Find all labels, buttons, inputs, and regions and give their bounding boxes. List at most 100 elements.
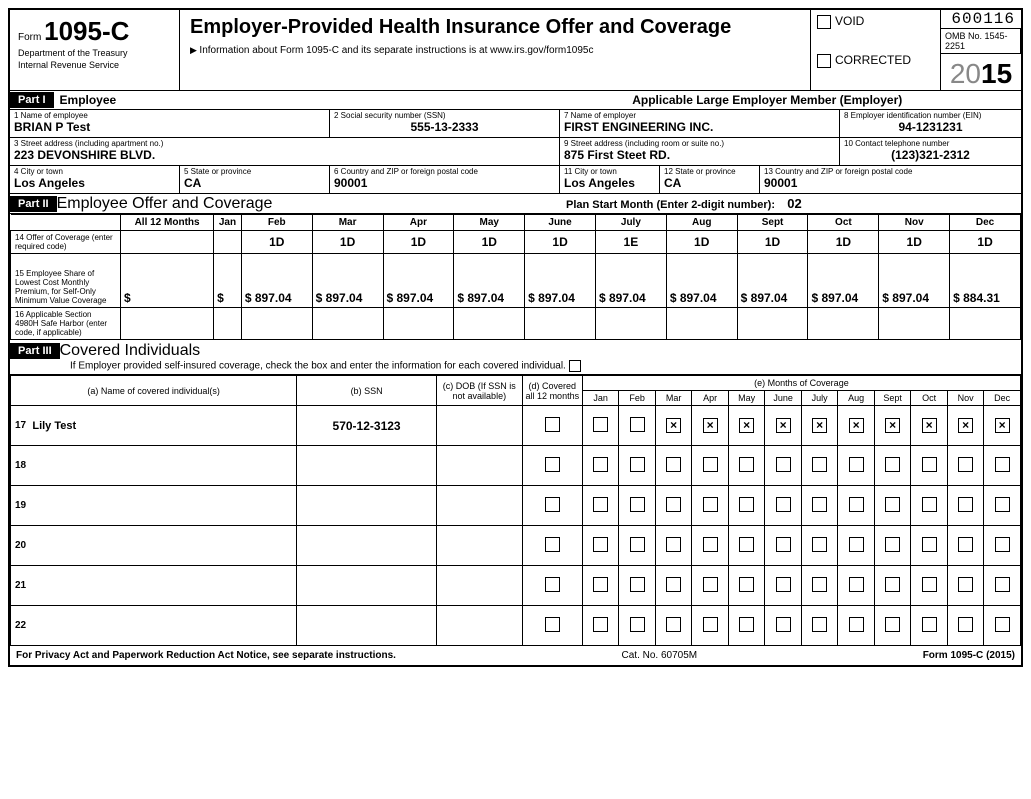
p2-cell: $ 897.04	[454, 254, 525, 308]
month-checkbox[interactable]	[849, 577, 864, 592]
month-checkbox[interactable]	[995, 497, 1010, 512]
month-checkbox[interactable]	[958, 497, 973, 512]
month-checkbox[interactable]: ×	[703, 418, 718, 433]
p3-month-hdr: Feb	[619, 391, 656, 406]
month-checkbox[interactable]	[703, 537, 718, 552]
month-checkbox[interactable]	[922, 497, 937, 512]
all12-checkbox[interactable]	[545, 577, 560, 592]
month-checkbox[interactable]	[739, 457, 754, 472]
month-checkbox[interactable]	[703, 457, 718, 472]
month-checkbox[interactable]	[885, 577, 900, 592]
month-checkbox[interactable]	[776, 497, 791, 512]
covered-dob	[436, 406, 522, 446]
void-checkbox[interactable]	[817, 15, 831, 29]
f3-value: 223 DEVONSHIRE BLVD.	[14, 148, 555, 162]
month-checkbox[interactable]	[995, 577, 1010, 592]
month-checkbox[interactable]	[995, 537, 1010, 552]
part3-title: Covered Individuals	[60, 342, 201, 360]
all12-checkbox[interactable]	[545, 537, 560, 552]
month-checkbox[interactable]	[849, 457, 864, 472]
header-mid: Employer-Provided Health Insurance Offer…	[180, 10, 811, 90]
month-checkbox[interactable]	[958, 457, 973, 472]
month-checkbox[interactable]	[630, 417, 645, 432]
month-checkbox[interactable]	[776, 617, 791, 632]
p3-month-hdr: May	[728, 391, 765, 406]
form-subtitle: Information about Form 1095-C and its se…	[190, 45, 800, 56]
month-checkbox[interactable]	[885, 457, 900, 472]
month-checkbox[interactable]: ×	[739, 418, 754, 433]
month-checkbox[interactable]	[812, 497, 827, 512]
month-checkbox[interactable]	[849, 497, 864, 512]
month-checkbox[interactable]	[776, 577, 791, 592]
month-checkbox[interactable]	[593, 537, 608, 552]
month-checkbox[interactable]	[922, 537, 937, 552]
month-checkbox[interactable]	[593, 577, 608, 592]
month-checkbox[interactable]	[958, 577, 973, 592]
covered-dob	[436, 566, 522, 606]
month-checkbox[interactable]	[849, 537, 864, 552]
part2-tag: Part II	[10, 196, 57, 212]
month-checkbox[interactable]: ×	[849, 418, 864, 433]
month-checkbox[interactable]	[630, 497, 645, 512]
month-checkbox[interactable]	[922, 577, 937, 592]
all12-checkbox[interactable]	[545, 497, 560, 512]
month-checkbox[interactable]	[593, 617, 608, 632]
month-checkbox[interactable]	[812, 577, 827, 592]
month-checkbox[interactable]	[630, 577, 645, 592]
month-checkbox[interactable]	[922, 617, 937, 632]
month-checkbox[interactable]	[739, 617, 754, 632]
month-checkbox[interactable]	[703, 497, 718, 512]
p2-col: Nov	[879, 215, 950, 231]
month-checkbox[interactable]	[812, 617, 827, 632]
month-checkbox[interactable]	[630, 457, 645, 472]
month-checkbox[interactable]: ×	[885, 418, 900, 433]
month-checkbox[interactable]	[922, 457, 937, 472]
ocr-number: 600116	[941, 10, 1021, 28]
month-checkbox[interactable]	[666, 457, 681, 472]
p2-cell: $ 897.04	[666, 254, 737, 308]
p2-cell	[383, 308, 454, 340]
covered-name	[28, 446, 296, 486]
month-checkbox[interactable]: ×	[812, 418, 827, 433]
month-checkbox[interactable]	[630, 617, 645, 632]
all12-checkbox[interactable]	[545, 617, 560, 632]
void-label: VOID	[835, 14, 864, 28]
month-checkbox[interactable]	[812, 457, 827, 472]
month-checkbox[interactable]	[995, 457, 1010, 472]
f4-label: 4 City or town	[14, 167, 175, 176]
all12-checkbox[interactable]	[545, 457, 560, 472]
month-checkbox[interactable]	[666, 497, 681, 512]
month-checkbox[interactable]: ×	[776, 418, 791, 433]
month-checkbox[interactable]	[630, 537, 645, 552]
month-checkbox[interactable]	[666, 617, 681, 632]
month-checkbox[interactable]	[849, 617, 864, 632]
month-checkbox[interactable]	[812, 537, 827, 552]
month-checkbox[interactable]	[593, 417, 608, 432]
month-checkbox[interactable]	[703, 617, 718, 632]
month-checkbox[interactable]	[703, 577, 718, 592]
month-checkbox[interactable]	[776, 457, 791, 472]
month-checkbox[interactable]	[666, 577, 681, 592]
month-checkbox[interactable]	[885, 617, 900, 632]
all12-checkbox[interactable]	[545, 417, 560, 432]
self-insured-checkbox[interactable]	[569, 360, 581, 372]
month-checkbox[interactable]	[666, 537, 681, 552]
month-checkbox[interactable]	[958, 537, 973, 552]
month-checkbox[interactable]: ×	[666, 418, 681, 433]
month-checkbox[interactable]	[885, 537, 900, 552]
month-checkbox[interactable]	[958, 617, 973, 632]
corrected-checkbox[interactable]	[817, 54, 831, 68]
p2-cell	[879, 308, 950, 340]
month-checkbox[interactable]	[593, 457, 608, 472]
month-checkbox[interactable]: ×	[958, 418, 973, 433]
month-checkbox[interactable]	[885, 497, 900, 512]
month-checkbox[interactable]	[593, 497, 608, 512]
month-checkbox[interactable]	[995, 617, 1010, 632]
month-checkbox[interactable]	[739, 537, 754, 552]
month-checkbox[interactable]	[776, 537, 791, 552]
month-checkbox[interactable]	[739, 497, 754, 512]
month-checkbox[interactable]: ×	[995, 418, 1010, 433]
part1-employer-hdr: Applicable Large Employer Member (Employ…	[514, 91, 1022, 109]
month-checkbox[interactable]: ×	[922, 418, 937, 433]
month-checkbox[interactable]	[739, 577, 754, 592]
